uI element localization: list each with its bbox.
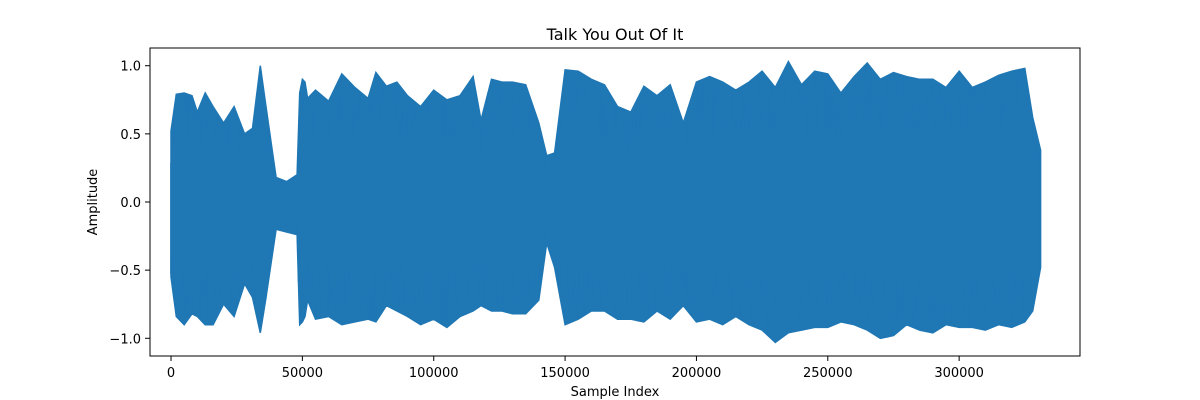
x-axis-label: Sample Index [571, 385, 660, 400]
x-tick-label: 50000 [282, 366, 323, 381]
y-tick-label: 0.5 [120, 128, 141, 143]
chart-title: Talk You Out Of It [546, 25, 684, 44]
x-tick-label: 250000 [803, 366, 853, 381]
plot-area [170, 60, 1042, 344]
waveform-series-line [170, 68, 1040, 334]
x-axis: 0 50000 100000 150000 200000 250000 300000 [167, 356, 984, 381]
y-tick-label: 1.0 [120, 60, 141, 75]
x-tick-label: 300000 [934, 366, 984, 381]
x-tick-label: 200000 [672, 366, 722, 381]
y-tick-label: −1.0 [109, 332, 141, 347]
y-tick-label: −0.5 [109, 264, 141, 279]
x-tick-label: 100000 [409, 366, 459, 381]
y-tick-label: 0.0 [120, 196, 141, 211]
x-tick-label: 150000 [540, 366, 590, 381]
y-axis: −1.0 −0.5 0.0 0.5 1.0 [109, 60, 150, 347]
x-tick-label: 0 [167, 366, 175, 381]
y-axis-label: Amplitude [86, 169, 101, 236]
